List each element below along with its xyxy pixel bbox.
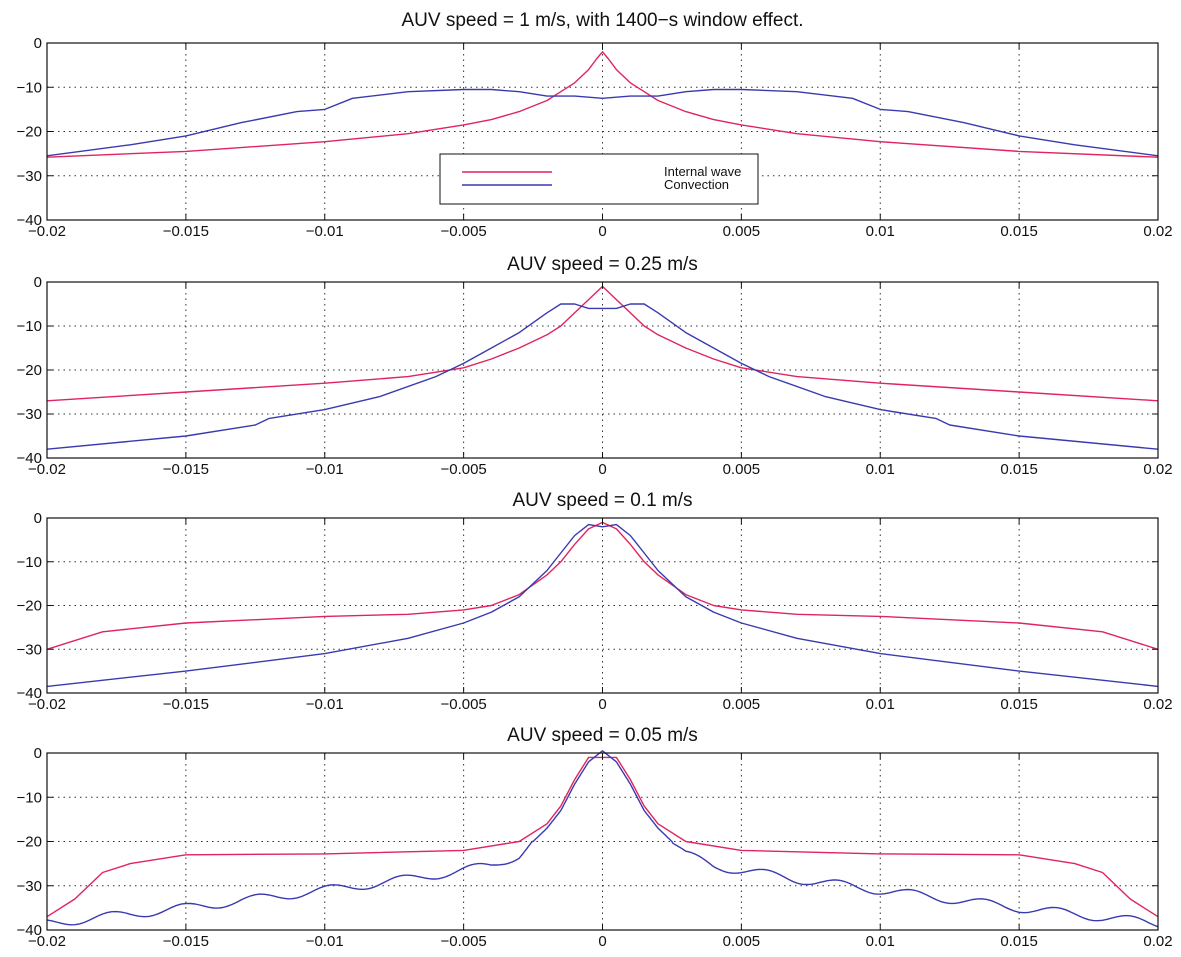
x-tick-label: −0.015 — [163, 223, 209, 240]
series-line-convection — [46, 303, 1159, 450]
x-tick-label: 0.01 — [866, 223, 895, 240]
chart-panel-2: −0.02 −0.015 −0.01 −0.005 0 0.005 0.01 0.015 0.0… — [17, 254, 1173, 478]
x-tick-label: 0 — [598, 461, 606, 478]
chart-title: AUV speed = 0.25 m/s — [507, 254, 698, 275]
x-tick-label: 0.01 — [866, 461, 895, 478]
chart-panel-4: −0.02 −0.015 −0.01 −0.005 0 0.005 0.01 0.015 0.0… — [17, 725, 1173, 950]
chart-title: AUV speed = 1 m/s, with 1400−s window ef… — [401, 10, 803, 31]
legend-label: Internal wave — [664, 164, 741, 179]
x-tick-label: −0.015 — [163, 461, 209, 478]
chart-panel-3: −0.02 −0.015 −0.01 −0.005 0 0.005 0.01 0.015 0.0… — [17, 490, 1173, 713]
y-tick-label: 0 — [34, 745, 42, 762]
y-tick-label: 0 — [34, 35, 42, 52]
y-tick-label: −40 — [17, 450, 42, 467]
y-tick-label: −10 — [17, 79, 42, 96]
x-tick-label: 0.005 — [723, 933, 761, 950]
legend-label: Convection — [664, 177, 729, 192]
y-tick-label: −20 — [17, 834, 42, 851]
x-tick-label: −0.02 — [28, 223, 66, 240]
x-tick-label: 0.015 — [1000, 461, 1038, 478]
x-tick-label: −0.01 — [306, 461, 344, 478]
x-tick-label: 0.015 — [1000, 933, 1038, 950]
x-tick-label: 0 — [598, 223, 606, 240]
y-tick-label: −30 — [17, 641, 42, 658]
legend-box — [439, 153, 759, 205]
x-tick-label: −0.005 — [440, 696, 486, 713]
x-tick-label: 0.005 — [723, 223, 761, 240]
x-tick-label: −0.005 — [440, 461, 486, 478]
x-tick-label: 0.005 — [723, 696, 761, 713]
x-tick-label: −0.015 — [163, 933, 209, 950]
y-tick-label: −20 — [17, 598, 42, 615]
x-tick-label: 0.02 — [1143, 461, 1172, 478]
x-tick-label: −0.02 — [28, 696, 66, 713]
y-tick-label: −40 — [17, 922, 42, 939]
x-tick-label: −0.015 — [163, 696, 209, 713]
y-tick-label: −40 — [17, 685, 42, 702]
y-tick-label: −30 — [17, 168, 42, 185]
y-tick-label: −20 — [17, 362, 42, 379]
y-tick-label: 0 — [34, 510, 42, 527]
y-tick-label: −10 — [17, 318, 42, 335]
x-tick-label: 0.005 — [723, 461, 761, 478]
y-tick-label: −10 — [17, 789, 42, 806]
y-tick-label: 0 — [34, 274, 42, 291]
x-tick-label: −0.005 — [440, 933, 486, 950]
x-tick-label: −0.02 — [28, 933, 66, 950]
chart-title: AUV speed = 0.05 m/s — [507, 725, 698, 746]
chart-title: AUV speed = 0.1 m/s — [512, 490, 692, 511]
y-tick-label: −10 — [17, 554, 42, 571]
x-tick-label: 0.015 — [1000, 223, 1038, 240]
series-line-convection — [46, 88, 1159, 157]
x-tick-label: −0.02 — [28, 461, 66, 478]
x-tick-label: 0.01 — [866, 933, 895, 950]
y-tick-label: −30 — [17, 878, 42, 895]
y-tick-label: −20 — [17, 124, 42, 141]
x-tick-label: −0.01 — [306, 933, 344, 950]
x-tick-label: 0.01 — [866, 696, 895, 713]
x-tick-label: 0.02 — [1143, 933, 1172, 950]
series-line-internal-wave — [46, 51, 1159, 158]
x-tick-label: 0.02 — [1143, 223, 1172, 240]
y-tick-label: −30 — [17, 406, 42, 423]
x-tick-label: −0.01 — [306, 696, 344, 713]
x-tick-label: −0.01 — [306, 223, 344, 240]
x-tick-label: −0.005 — [440, 223, 486, 240]
x-tick-label: 0 — [598, 696, 606, 713]
x-tick-label: 0.015 — [1000, 696, 1038, 713]
series-line-convection — [46, 750, 1159, 928]
x-tick-label: 0 — [598, 933, 606, 950]
chart-panel-1: −0.02 −0.015 −0.01 −0.005 0 0.005 0.01 0.015 0.0… — [17, 10, 1173, 240]
x-tick-label: 0.02 — [1143, 696, 1172, 713]
series-line-convection — [46, 523, 1159, 688]
y-tick-label: −40 — [17, 212, 42, 229]
